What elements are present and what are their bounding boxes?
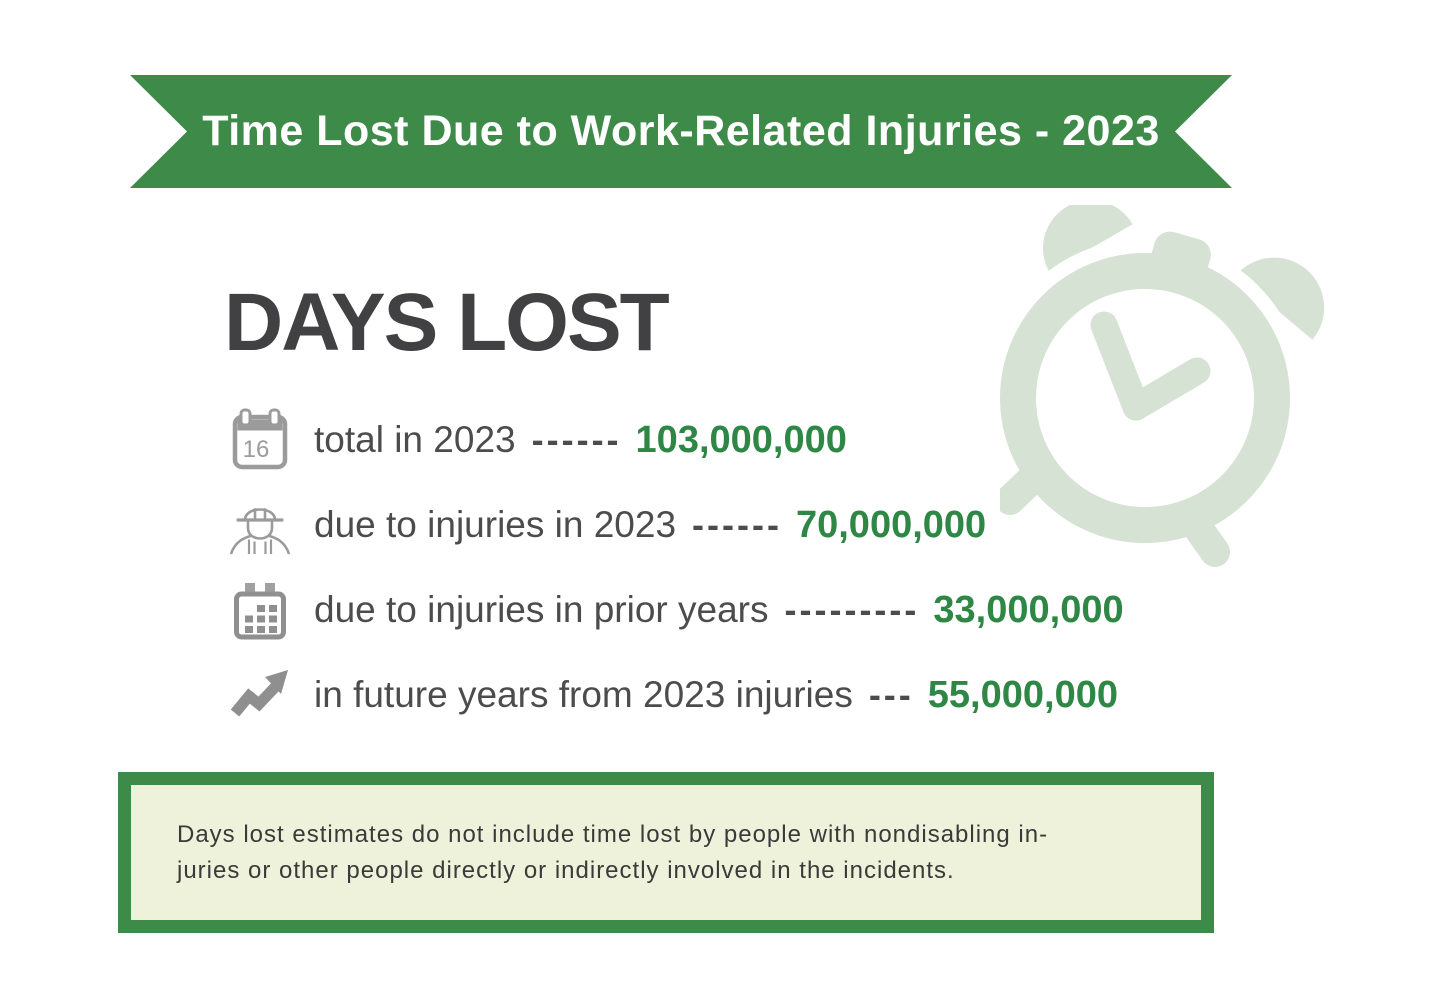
alarm-clock-icon xyxy=(1000,205,1325,567)
stat-value: 70,000,000 xyxy=(795,503,987,546)
stat-label: in future years from 2023 injuries xyxy=(314,674,853,715)
calendar-grid-icon xyxy=(228,578,292,642)
calendar-date-icon: 16 xyxy=(228,408,292,472)
title-ribbon: Time Lost Due to Work-Related Injuries -… xyxy=(130,75,1232,188)
stat-row-future-years: in future years from 2023 injuries --- 5… xyxy=(228,663,1124,727)
stat-label: due to injuries in prior years xyxy=(314,589,769,630)
section-heading: DAYS LOST xyxy=(224,277,670,368)
stat-row-prior-years: due to injuries in prior years ---------… xyxy=(228,578,1124,642)
footnote-line: Days lost estimates do not include time … xyxy=(177,820,1049,848)
leader-dashes: ------ xyxy=(692,504,782,545)
calendar-day-number: 16 xyxy=(243,436,270,463)
footnote-line: juries or other people directly or indir… xyxy=(177,856,955,884)
stats-list: 16 total in 2023 ------ 103,000,000 due … xyxy=(228,408,1124,727)
stat-value: 103,000,000 xyxy=(635,418,847,461)
page-title: Time Lost Due to Work-Related Injuries -… xyxy=(202,107,1160,155)
stat-label: total in 2023 xyxy=(314,419,516,460)
footnote-box: Days lost estimates do not include time … xyxy=(118,772,1214,933)
leader-dashes: ------ xyxy=(531,419,622,460)
stat-row-injuries-2023: due to injuries in 2023 ------ 70,000,00… xyxy=(228,493,1124,557)
stat-label: due to injuries in 2023 xyxy=(314,504,677,545)
stat-row-total-2023: 16 total in 2023 ------ 103,000,000 xyxy=(228,408,1124,472)
stat-value: 33,000,000 xyxy=(933,588,1124,631)
stat-value: 55,000,000 xyxy=(927,673,1118,716)
leader-dashes: --------- xyxy=(784,589,920,630)
trend-up-arrow-icon xyxy=(228,663,292,727)
leader-dashes: --- xyxy=(868,674,914,715)
construction-worker-icon xyxy=(228,493,292,557)
